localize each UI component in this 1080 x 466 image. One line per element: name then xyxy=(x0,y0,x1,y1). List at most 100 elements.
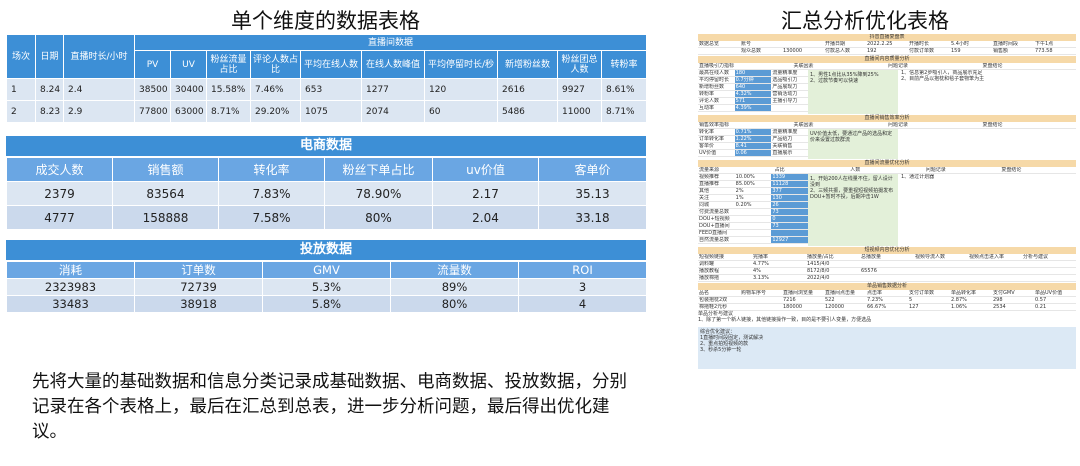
sheet-row: DOU+直播间 73 xyxy=(698,223,808,230)
cell: 2379 xyxy=(6,181,113,206)
sheet-cell: 73 xyxy=(771,209,808,215)
header-cell: ROI xyxy=(518,261,647,279)
sheet-cell: 流量来源 xyxy=(699,167,720,173)
sheet-row: 客单价 8.41 关联销售 xyxy=(698,143,808,150)
sheet-row: 付费流量总数 73 xyxy=(698,209,808,216)
sheet-cell: 130000 xyxy=(783,48,803,54)
sheet-cell: 直播间浏览量 xyxy=(783,290,814,296)
sheet-cell: 直播间点击量 xyxy=(825,290,856,296)
cell: 5.3% xyxy=(262,278,391,296)
sheet-cell: 0.7分钟 xyxy=(734,77,772,83)
sheet-cell: 12927 xyxy=(771,237,808,243)
sheet-row: 短视频链接 完播率 播放量/占比 总播放量 视频导流人数 视频点击进入率 分析与建议 xyxy=(698,254,1076,261)
sheet-row: 品名 购物车序号 直播间浏览量 直播间点击量 点击率 支付订单数 单品转化率 支付GMV 单品U… xyxy=(698,290,1076,297)
cell: 80% xyxy=(390,295,519,313)
sheet-cell: 单品转化率 xyxy=(951,290,977,296)
sheet-cell: 85.00% xyxy=(735,181,755,187)
sheet-cell: 180000 xyxy=(783,304,803,310)
sheet-cell: 2022/4/0 xyxy=(807,275,830,281)
conclusion-line: 1、信息第2步吸引人，商品展示充足 xyxy=(901,70,983,76)
sheet-cell: 占比 xyxy=(774,167,785,173)
sheet-cell xyxy=(735,216,772,222)
sheet-cell: 单品UV价值 xyxy=(1035,290,1063,296)
header-cell: 新增粉丝数 xyxy=(497,50,558,79)
sheet-cell xyxy=(735,230,772,236)
ecom-title: 电商数据 xyxy=(6,136,646,156)
sheet-cell: 159 xyxy=(951,48,961,54)
group-header: 直播间数据 xyxy=(133,34,648,51)
final-suggestions: 综合优化建议： 1直播时间段固定，测试解决 2、重点拍短视频的款 3、秒杀5分钟… xyxy=(698,327,1076,369)
section-traffic: 流量来源 占比 人数 问题记录 复盘结论 视频推荐 10.00% 1339 直播推荐 85.00%… xyxy=(698,167,1076,246)
header-cell: 平均在线人数 xyxy=(300,50,362,79)
sheet-cell: 复盘结论 xyxy=(982,122,1003,128)
sheet-cell: 192 xyxy=(867,48,877,54)
notes-box: 1、男性1点比从35%降到25% 2、过款节奏可以快速 xyxy=(808,70,898,114)
sheet-cell: 其他 xyxy=(699,188,710,194)
sheet-cell: 订单转化率 xyxy=(699,136,725,142)
sheet-cell: 观众总数 xyxy=(741,48,762,54)
summary-sheet: 抖音直播复盘表 数据总览 账号 开播日期 2022.2.25 开播时长 5.4小时 直播时间… xyxy=(698,34,1076,460)
cell: 5486 xyxy=(497,100,558,123)
sheet-cell: 新增粉丝数 xyxy=(699,84,725,90)
sheet-cell: 直播时间段 xyxy=(993,41,1019,47)
sheet-cell: 流量精准度 xyxy=(772,129,798,135)
product-note-title: 单品分析与建议 xyxy=(698,311,734,317)
cell: 15.58% xyxy=(206,78,251,101)
sheet-cell: 8.41 xyxy=(734,143,772,149)
sheet-cell: 直播展示 xyxy=(772,150,793,156)
cell: 3 xyxy=(518,278,647,296)
sheet-cell xyxy=(735,237,772,243)
conclusion-line: 2、目前产品以抱枕和毯子套物笨为主 xyxy=(901,76,985,82)
sheet-cell xyxy=(968,261,1022,267)
cell: 7.83% xyxy=(218,181,325,206)
sheet-cell: 377 xyxy=(771,188,808,194)
sheet-cell: 购物车序号 xyxy=(741,290,767,296)
sheet-cell: 0.06 xyxy=(734,150,772,156)
sheet-cell: 平均停留时长 xyxy=(699,77,730,83)
notes-box: UV价值太低，要通过产品的选品和定价来设置过款群流 xyxy=(808,129,898,159)
section-title: 短视频内容优化分析 xyxy=(698,247,1076,254)
product-note: 1、除了第一个新人链接，其他链接操作一致，目的是不要引人变量，方便选品 xyxy=(698,317,872,323)
note-line: 2、过款节奏可以快速 xyxy=(810,78,859,84)
sheet-cell: 流量精准度 xyxy=(772,70,798,76)
left-title: 单个维度的数据表格 xyxy=(231,9,420,33)
header-cell: 流量数 xyxy=(390,261,519,279)
sheet-cell: 开播日期 xyxy=(825,41,846,47)
sheet-cell: 66.67% xyxy=(867,304,887,310)
header-cell: 平均停留时长/秒 xyxy=(424,50,498,79)
live-data-table: 场次 日期 直播时长/小时 直播间数据 PV UV 粉丝流量占比 评论人数占比 … xyxy=(6,34,648,123)
sheet-cell: 571 xyxy=(734,98,772,104)
sheet-cell: 转化率 xyxy=(699,129,715,135)
sheet-cell: 26 xyxy=(771,202,808,208)
cell: 1 xyxy=(6,78,36,101)
sheet-cell: 130 xyxy=(771,195,808,201)
sheet-cell: 10.00% xyxy=(735,174,755,180)
sheet-cell: 复盘结论 xyxy=(982,63,1003,69)
sheet-cell: 问题记录 xyxy=(925,167,946,173)
section-title: 直播间流量优化分析 xyxy=(698,160,1076,167)
header-cell: 在线人数峰值 xyxy=(361,50,425,79)
cell: 78.90% xyxy=(324,181,433,206)
sheet-cell: 调料罐 xyxy=(699,261,715,267)
sheet-cell: 7216 xyxy=(783,297,796,303)
cell: 80% xyxy=(324,205,433,230)
sheet-cell: 产品给力 xyxy=(772,136,793,142)
section-product: 品名 购物车序号 直播间浏览量 直播间点击量 点击率 支付订单数 单品转化率 支付GMV 单品U… xyxy=(698,290,1076,323)
cell: 29.20% xyxy=(250,100,301,123)
header-cell: 订单数 xyxy=(134,261,263,279)
sheet-cell: 包装抱枕2双 xyxy=(699,297,728,303)
sheet-cell: 73 xyxy=(771,223,808,229)
sheet-cell: 账号 xyxy=(741,41,752,47)
table-row: 4777 158888 7.58% 80% 2.04 33.18 xyxy=(6,205,647,230)
sheet-row: 直播吸引力指标 关联因素 问题记录 复盘结论 xyxy=(698,63,1076,70)
sheet-cell: 640 xyxy=(734,84,772,90)
cell: 35.13 xyxy=(538,181,647,206)
sheet-cell xyxy=(740,304,782,310)
conclusion-line: 1、通过计划器 xyxy=(901,174,935,180)
sheet-cell: 关联因素 xyxy=(793,122,814,128)
cell: 7.58% xyxy=(218,205,325,230)
cell: 1075 xyxy=(300,100,362,123)
sheet-cell: 复盘结论 xyxy=(1001,167,1022,173)
sheet-cell: 1.06% xyxy=(951,304,967,310)
cell: 7.46% xyxy=(250,78,301,101)
